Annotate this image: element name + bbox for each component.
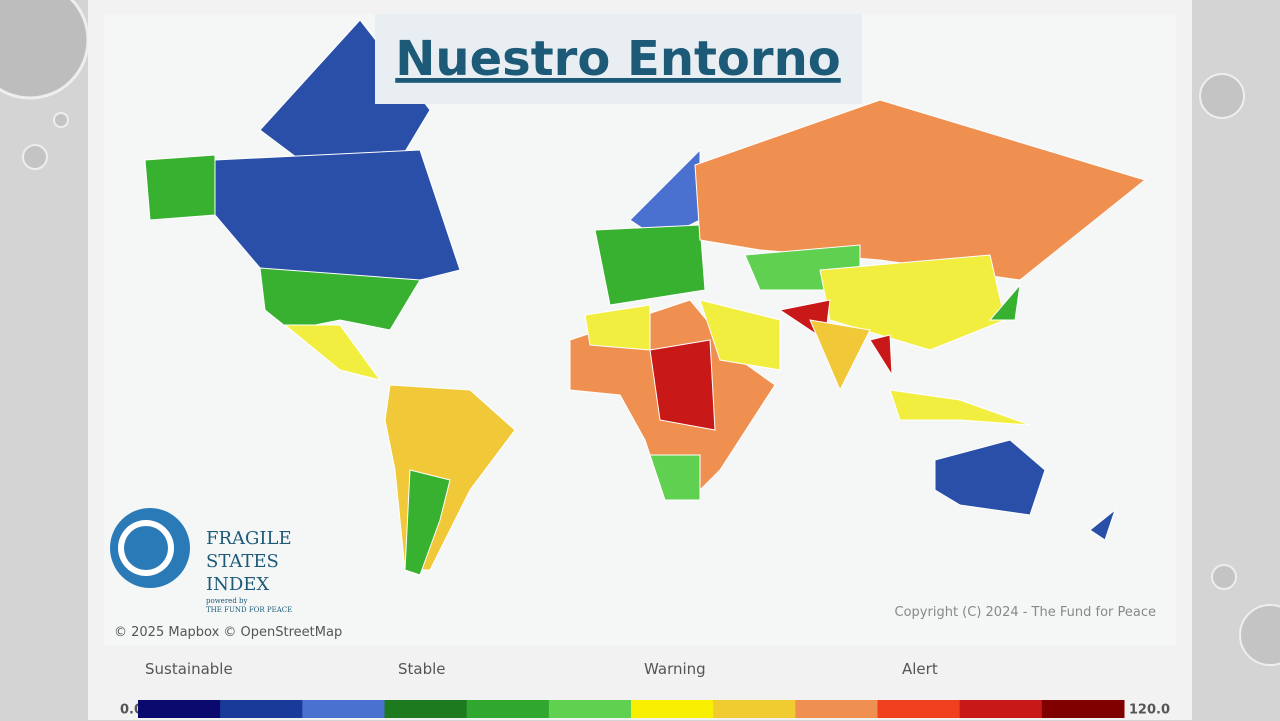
attribution: © 2025 Mapbox © OpenStreetMap <box>114 625 342 640</box>
scale-min: 0.0 <box>120 703 143 718</box>
scale-segment <box>302 700 385 718</box>
scale-segment <box>466 700 550 718</box>
title: Nuestro Entorno <box>395 31 840 87</box>
scale-segment <box>713 700 796 718</box>
logo-text: FRAGILE <box>206 528 292 549</box>
scale-segment <box>138 700 221 718</box>
legend-label: Alert <box>902 660 938 678</box>
scale-segment <box>795 700 878 718</box>
color-scale: 0.0 120.0 <box>120 700 1170 718</box>
map: Nuestro Entorno FRAGILE STATES INDEX pow… <box>104 14 1176 645</box>
logo-powered: powered by <box>206 597 248 605</box>
scale-segment <box>959 700 1043 718</box>
scale-segment <box>384 700 468 718</box>
copyright: Copyright (C) 2024 - The Fund for Peace <box>895 605 1156 620</box>
legend-label: Stable <box>398 660 446 678</box>
legend-label: Sustainable <box>145 660 233 678</box>
scale-segment <box>877 700 961 718</box>
legend-label: Warning <box>644 660 706 678</box>
scale-segment <box>631 700 714 718</box>
scale-segment <box>548 700 632 718</box>
logo-org: THE FUND FOR PEACE <box>206 606 292 614</box>
logo-text: STATES <box>206 551 279 572</box>
scale-segment <box>220 700 303 718</box>
scale-max: 120.0 <box>1129 703 1170 718</box>
logo-text: INDEX <box>206 574 269 595</box>
scale-segment <box>1041 700 1125 718</box>
